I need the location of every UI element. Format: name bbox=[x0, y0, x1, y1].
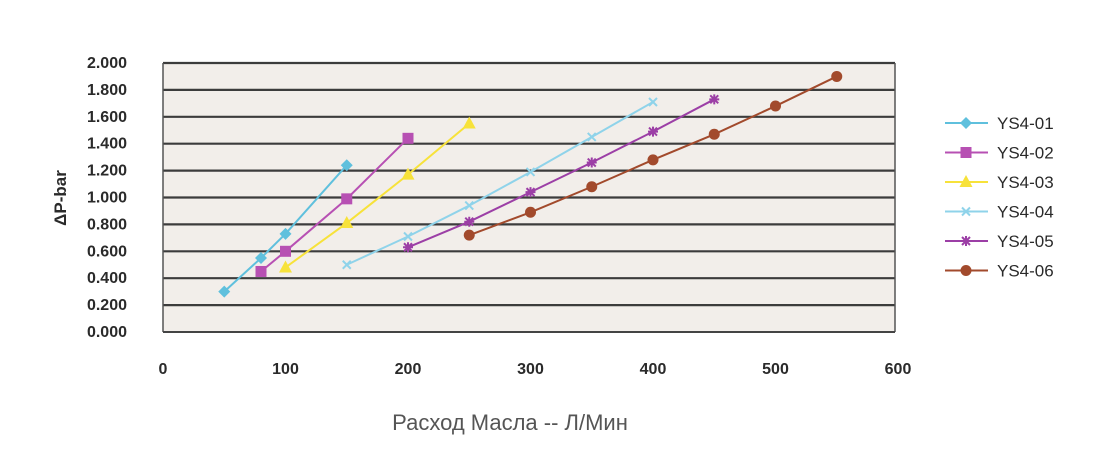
data-point bbox=[586, 157, 597, 168]
data-point bbox=[403, 231, 413, 242]
data-point bbox=[402, 132, 414, 144]
legend-item: YS4-06 bbox=[945, 262, 1054, 281]
legend-marker bbox=[960, 117, 972, 129]
data-point bbox=[279, 227, 292, 240]
y-tick-label: 0.600 bbox=[87, 243, 127, 260]
x-axis-ticks: 0 100 200 300 400 500 600 bbox=[159, 361, 912, 378]
series-layer bbox=[218, 70, 843, 298]
data-point bbox=[648, 126, 658, 137]
y-tick-label: 2.000 bbox=[87, 55, 127, 72]
legend-label: YS4-02 bbox=[997, 144, 1054, 163]
data-point bbox=[463, 229, 475, 241]
series-line bbox=[346, 101, 654, 266]
series-ys4-02 bbox=[255, 132, 414, 277]
data-point bbox=[464, 200, 474, 211]
series-ys4-04 bbox=[342, 97, 658, 270]
series-line bbox=[260, 137, 409, 273]
y-tick-label: 1.600 bbox=[87, 109, 127, 126]
legend-label: YS4-04 bbox=[997, 203, 1054, 222]
data-point bbox=[586, 181, 598, 193]
x-tick-label: 300 bbox=[517, 361, 544, 378]
x-tick-label: 500 bbox=[762, 361, 789, 378]
legend-label: YS4-05 bbox=[997, 232, 1054, 251]
legend-item: YS4-04 bbox=[945, 203, 1054, 222]
data-point bbox=[462, 116, 476, 129]
legend-item: YS4-01 bbox=[945, 114, 1054, 133]
legend-item: YS4-05 bbox=[945, 232, 1054, 251]
data-point bbox=[648, 97, 658, 107]
series-line bbox=[223, 164, 348, 293]
data-point bbox=[255, 252, 267, 265]
x-tick-label: 400 bbox=[640, 361, 667, 378]
data-point bbox=[647, 154, 659, 166]
data-point bbox=[340, 216, 354, 229]
data-point bbox=[525, 167, 536, 177]
data-point bbox=[255, 265, 267, 277]
data-point bbox=[340, 159, 353, 172]
x-tick-label: 0 bbox=[159, 361, 168, 378]
y-axis-ticks: 0.000 0.200 0.400 0.600 0.800 1.000 1.200 1.400… bbox=[87, 55, 127, 341]
y-tick-label: 0.200 bbox=[87, 297, 127, 314]
legend-marker bbox=[961, 206, 971, 217]
series-ys4-06 bbox=[463, 70, 843, 241]
data-point bbox=[218, 285, 231, 298]
y-tick-label: 1.400 bbox=[87, 136, 127, 153]
x-tick-label: 600 bbox=[885, 361, 912, 378]
data-point bbox=[341, 193, 353, 205]
legend-item: YS4-03 bbox=[945, 173, 1054, 192]
data-point bbox=[708, 128, 720, 140]
data-point bbox=[831, 70, 843, 82]
legend-marker bbox=[961, 236, 971, 246]
data-point bbox=[464, 216, 475, 227]
x-tick-label: 100 bbox=[272, 361, 299, 378]
y-tick-label: 1.800 bbox=[87, 82, 127, 99]
legend-marker bbox=[960, 265, 972, 276]
data-point bbox=[587, 132, 597, 142]
x-tick-label: 200 bbox=[395, 361, 422, 378]
data-point bbox=[525, 206, 536, 218]
data-point bbox=[770, 100, 781, 112]
legend-label: YS4-03 bbox=[997, 173, 1054, 192]
y-axis-label: ΔP-bar bbox=[51, 170, 70, 226]
series-line bbox=[284, 122, 470, 269]
x-axis-label: Расход Масла -- Л/Мин bbox=[392, 410, 628, 435]
legend-label: YS4-06 bbox=[997, 262, 1054, 281]
data-point bbox=[279, 260, 292, 273]
series-ys4-03 bbox=[279, 116, 476, 273]
y-tick-label: 0.000 bbox=[87, 324, 127, 341]
data-point bbox=[709, 94, 720, 105]
legend-label: YS4-01 bbox=[997, 114, 1054, 133]
data-point bbox=[342, 260, 352, 270]
y-tick-label: 1.000 bbox=[87, 190, 127, 207]
data-point bbox=[403, 242, 413, 253]
data-point bbox=[525, 187, 536, 198]
axes bbox=[162, 63, 896, 333]
series-ys4-05 bbox=[403, 94, 720, 253]
y-tick-label: 0.800 bbox=[87, 216, 127, 233]
legend: YS4-01 YS4-02 YS4-03 YS4-04 YS4-05 YS4-06 bbox=[945, 114, 1054, 281]
data-point bbox=[280, 245, 291, 257]
legend-marker bbox=[959, 175, 973, 187]
legend-item: YS4-02 bbox=[945, 144, 1054, 163]
legend-marker bbox=[960, 147, 972, 158]
series-line bbox=[407, 98, 715, 249]
series-ys4-01 bbox=[218, 159, 353, 298]
y-tick-label: 1.200 bbox=[87, 163, 127, 180]
y-tick-label: 0.400 bbox=[87, 270, 127, 287]
data-point bbox=[401, 167, 415, 180]
